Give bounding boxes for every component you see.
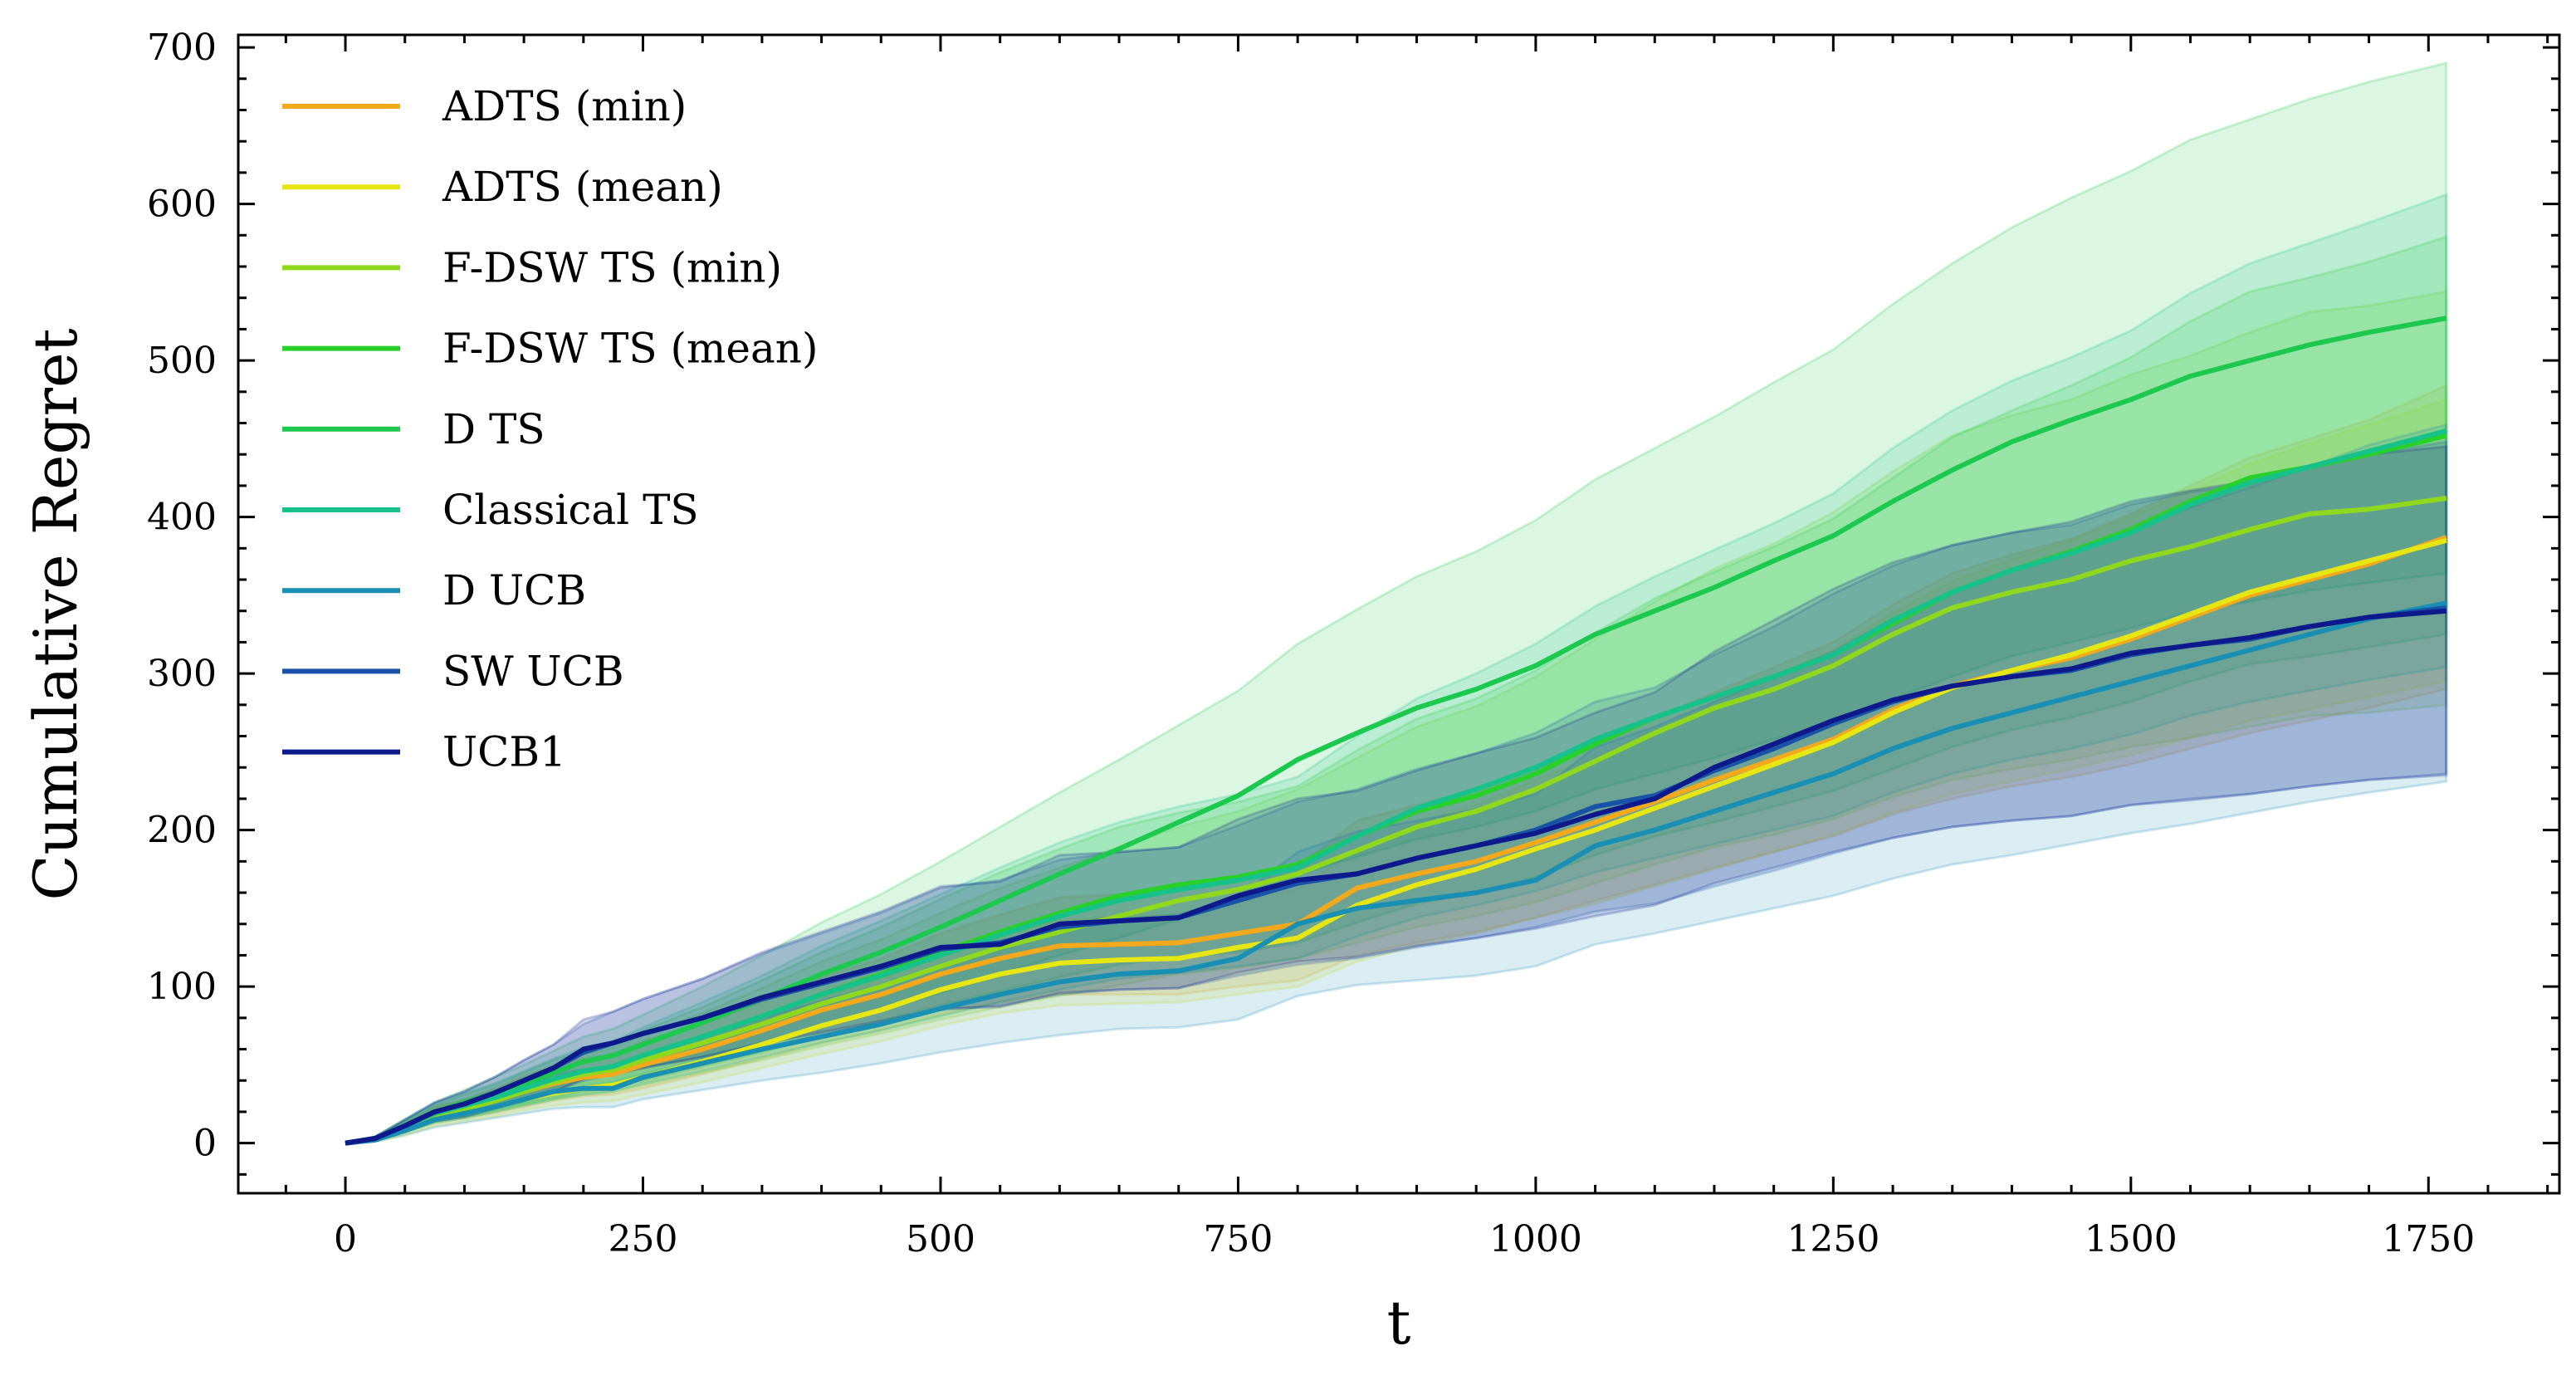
legend-label: SW UCB bbox=[442, 647, 624, 695]
plot-frame bbox=[237, 33, 2561, 1195]
x-tick-label: 1750 bbox=[2382, 1218, 2475, 1260]
y-tick-label: 700 bbox=[147, 27, 217, 69]
legend-label: D UCB bbox=[442, 566, 586, 614]
x-tick-label: 500 bbox=[906, 1218, 975, 1260]
axis-ticks bbox=[238, 35, 2559, 1193]
x-tick-label: 250 bbox=[609, 1218, 678, 1260]
y-tick-label: 300 bbox=[147, 653, 217, 695]
y-axis-title: Cumulative Regret bbox=[21, 328, 90, 900]
y-tick-label: 500 bbox=[147, 340, 217, 382]
legend-label: UCB1 bbox=[442, 728, 566, 776]
y-tick-label: 0 bbox=[193, 1123, 217, 1165]
legend-label: Classical TS bbox=[442, 486, 699, 534]
legend-label: F-DSW TS (min) bbox=[442, 243, 782, 291]
x-tick-label: 1250 bbox=[1787, 1218, 1879, 1260]
x-tick-labels: 0 250 500 750 1000 1250 1500 1750 bbox=[334, 1218, 2475, 1260]
y-tick-label: 100 bbox=[147, 966, 217, 1008]
y-tick-label: 600 bbox=[147, 184, 217, 226]
legend-label: ADTS (min) bbox=[442, 82, 687, 130]
y-tick-label: 400 bbox=[147, 497, 217, 539]
legend-label: D TS bbox=[442, 405, 545, 453]
x-tick-label: 750 bbox=[1203, 1218, 1273, 1260]
legend-label: F-DSW TS (mean) bbox=[442, 325, 819, 373]
legend-label: ADTS (mean) bbox=[442, 163, 723, 211]
y-tick-label: 200 bbox=[147, 810, 217, 852]
x-tick-label: 1500 bbox=[2085, 1218, 2178, 1260]
y-tick-labels: 0 100 200 300 400 500 600 700 bbox=[147, 27, 217, 1165]
legend: ADTS (min) ADTS (mean) F-DSW TS (min) F-DSW… bbox=[282, 82, 819, 776]
line-series-2 bbox=[345, 496, 2447, 1146]
confidence-bands bbox=[345, 61, 2448, 1145]
series-lines bbox=[345, 316, 2447, 1146]
line-series-5 bbox=[345, 428, 2447, 1146]
x-tick-label: 0 bbox=[334, 1218, 357, 1260]
line-series-4 bbox=[345, 316, 2447, 1146]
x-tick-label: 1000 bbox=[1489, 1218, 1582, 1260]
line-series-6 bbox=[345, 600, 2447, 1146]
x-axis-title: t bbox=[1387, 1288, 1411, 1358]
line-series-8 bbox=[345, 608, 2447, 1146]
